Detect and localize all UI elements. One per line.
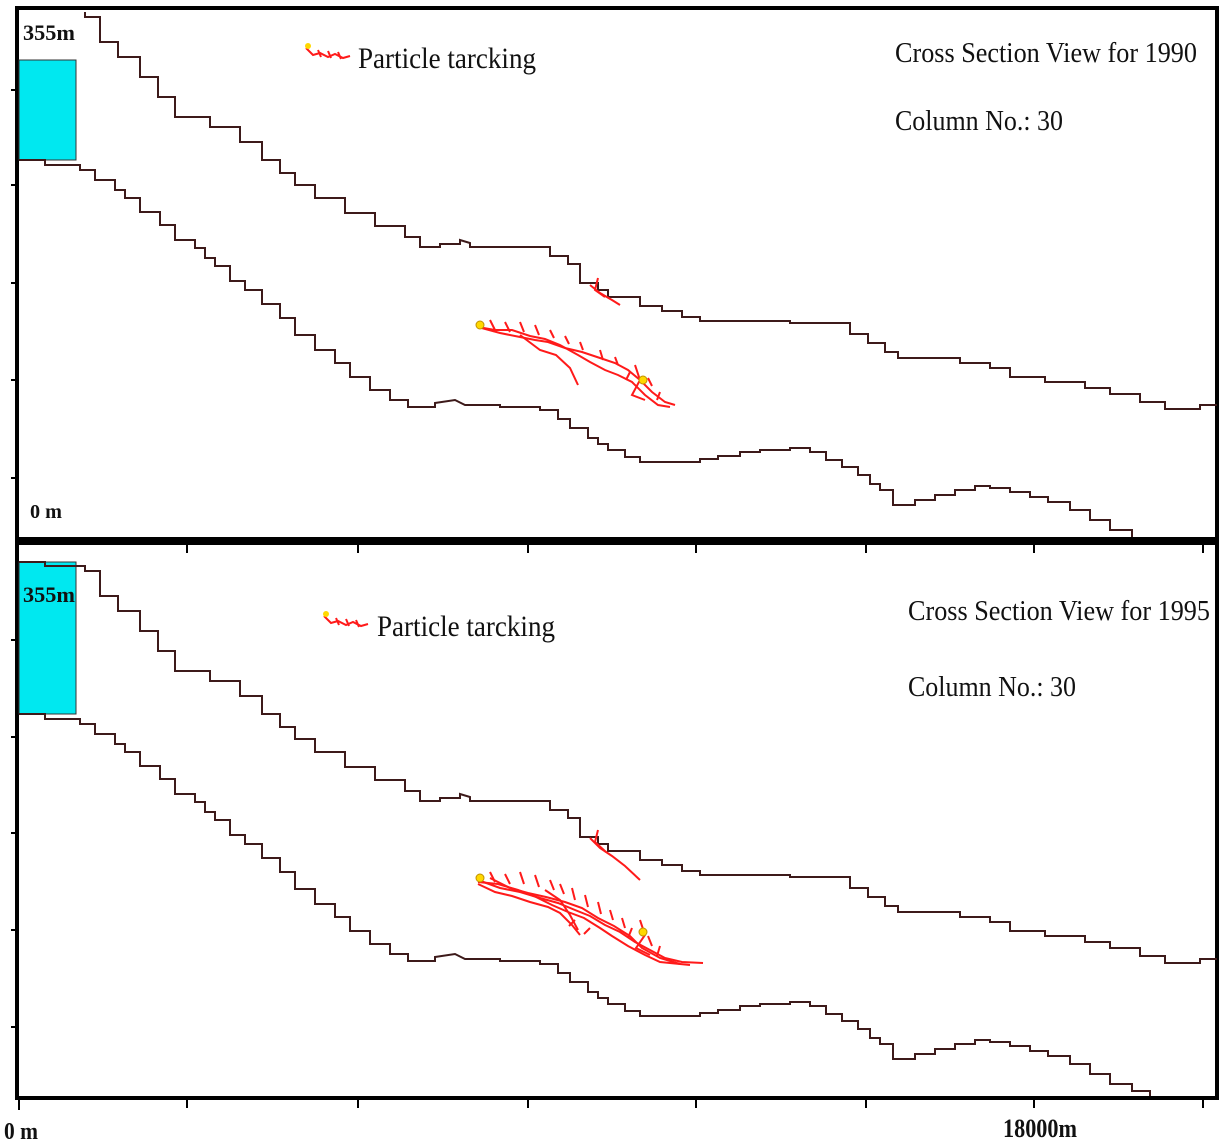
particle-paths	[477, 829, 704, 966]
panel-title: Cross Section View for 1990	[895, 37, 1197, 69]
y-axis-ticks	[11, 89, 17, 479]
particle-marker	[638, 927, 648, 937]
legend: Particle tarcking	[305, 42, 536, 75]
lower-layer-boundary	[19, 159, 1133, 537]
legend-symbol-ticks	[335, 617, 360, 628]
legend-label: Particle tarcking	[358, 42, 536, 75]
particle-paths	[477, 277, 676, 408]
panel-title: Cross Section View for 1995	[908, 595, 1210, 627]
x-axis-ticks	[18, 1098, 1204, 1110]
column-label: Column No.: 30	[895, 105, 1063, 137]
legend: Particle tarcking	[323, 610, 555, 643]
legend-symbol	[305, 47, 351, 60]
lower-layer-boundary	[19, 713, 1151, 1096]
panel-1995: Particle tarcking Cross Section View for…	[11, 541, 1219, 1100]
x-axis-ticks-upper	[186, 543, 1204, 553]
particle-marker	[638, 375, 648, 385]
upper-layer-boundary	[84, 12, 1217, 410]
legend-marker	[323, 611, 329, 617]
water-body	[18, 59, 77, 161]
particle-marker	[475, 320, 485, 330]
x-axis-end-label: 18000m	[1003, 1114, 1077, 1143]
legend-label: Particle tarcking	[377, 610, 555, 643]
panel-1990: Particle tarcking Cross Section View for…	[11, 6, 1219, 541]
panel-frame	[15, 6, 1219, 541]
legend-symbol-ticks	[317, 49, 342, 60]
upper-layer-boundary	[19, 561, 1217, 964]
legend-marker	[305, 43, 311, 49]
x-axis-start-label: 0 m	[4, 1119, 38, 1144]
column-label: Column No.: 30	[908, 671, 1076, 703]
top-elevation-label: 355m	[23, 20, 75, 45]
legend-symbol	[323, 615, 369, 628]
water-body	[18, 561, 77, 715]
bottom-elevation-label: 0 m	[30, 501, 62, 523]
y-axis-ticks	[11, 639, 17, 1028]
particle-marker	[475, 873, 485, 883]
top-elevation-label: 355m	[23, 582, 75, 607]
